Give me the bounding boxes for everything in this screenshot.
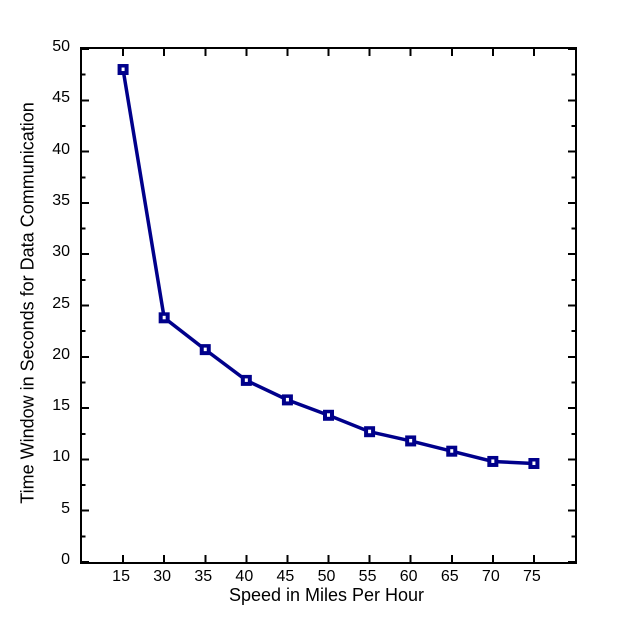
y-tick-label: 0 [61, 551, 70, 568]
y-tick-label: 45 [52, 89, 70, 107]
y-tick-label: 5 [61, 499, 70, 517]
x-tick-label: 65 [440, 568, 459, 585]
x-tick-label: 15 [112, 568, 130, 585]
y-tick-label: 20 [52, 345, 70, 363]
plot-area [80, 47, 577, 564]
x-tick-label: 35 [194, 568, 213, 585]
y-tick-label: 10 [52, 448, 70, 466]
marker-center-dot [368, 429, 372, 434]
line-chart [82, 49, 575, 562]
marker-center-dot [162, 315, 166, 320]
x-axis-label: Speed in Miles Per Hour [228, 585, 425, 605]
x-tick-label: 45 [276, 568, 295, 585]
marker-center-dot [285, 397, 289, 402]
data-line [121, 69, 535, 466]
x-tick-label: 40 [235, 568, 254, 585]
x-tick-label: 70 [481, 568, 500, 585]
y-tick-label: 15 [52, 397, 70, 415]
y-tick-label: 50 [52, 38, 70, 55]
marker-center-dot [121, 67, 125, 72]
x-tick-label: 75 [523, 568, 541, 585]
marker-center-dot [327, 413, 330, 417]
marker-center-dot [409, 438, 413, 443]
x-tick-label: 30 [153, 568, 172, 585]
y-tick-label: 25 [52, 294, 70, 312]
marker-center-dot [532, 461, 536, 466]
marker-center-dot [244, 378, 248, 382]
marker-center-dot [491, 459, 495, 463]
x-tick-label: 50 [317, 568, 336, 585]
marker-center-dot [450, 449, 454, 453]
y-tick-label: 35 [52, 191, 70, 209]
y-tick-label: 40 [52, 140, 70, 158]
marker-center-dot [203, 347, 207, 352]
y-tick-label: 30 [52, 243, 70, 261]
x-tick-label: 55 [358, 568, 377, 585]
x-tick-label: 60 [399, 568, 418, 585]
